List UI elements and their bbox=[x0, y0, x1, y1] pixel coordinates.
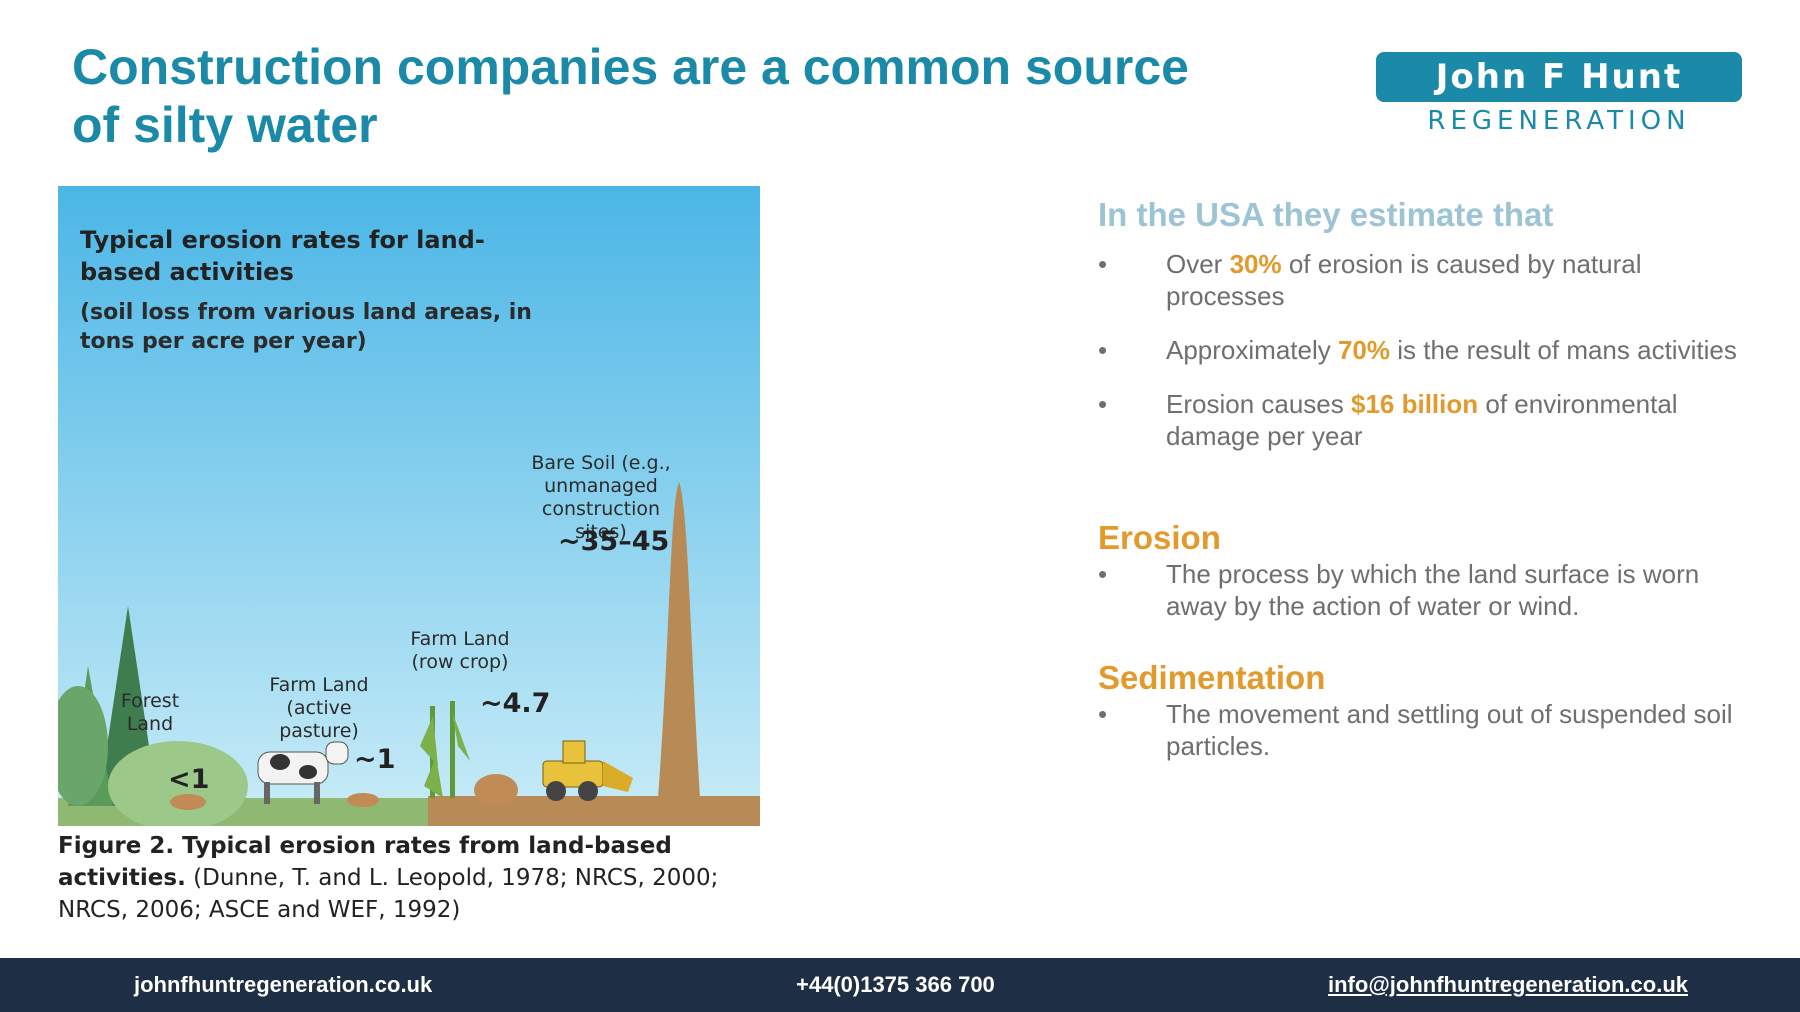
soil-mound-pasture bbox=[347, 793, 379, 807]
list-item: • Approximately 70% is the result of man… bbox=[1098, 334, 1738, 366]
sedimentation-definition: • The movement and settling out of suspe… bbox=[1098, 698, 1738, 762]
bullet-icon: • bbox=[1098, 559, 1108, 589]
highlight-value: 30% bbox=[1229, 249, 1282, 279]
figure-heading: Typical erosion rates for land-based act… bbox=[80, 226, 485, 286]
page-title: Construction companies are a common sour… bbox=[72, 39, 1189, 153]
bullet-text: is the result of mans activities bbox=[1390, 335, 1737, 365]
list-item: • Over 30% of erosion is caused by natur… bbox=[1098, 248, 1738, 312]
content-column: In the USA they estimate that • Over 30%… bbox=[1098, 196, 1738, 762]
category-label-forest: Forest Land bbox=[120, 690, 180, 735]
footer-email-link[interactable]: info@johnfhuntregeneration.co.uk bbox=[1328, 972, 1688, 997]
footer-bar: johnfhuntregeneration.co.uk +44(0)1375 3… bbox=[0, 958, 1800, 1012]
logo-subtitle: REGENERATION bbox=[1427, 106, 1691, 136]
erosion-text: The process by which the land surface is… bbox=[1166, 559, 1700, 621]
bullet-text: Approximately bbox=[1166, 335, 1338, 365]
category-value-pasture: ~1 bbox=[354, 744, 396, 775]
erosion-heading: Erosion bbox=[1098, 519, 1221, 556]
bullet-icon: • bbox=[1098, 389, 1108, 419]
forest-trees-icon bbox=[58, 606, 248, 826]
bullet-text: of environmental damage per year bbox=[1166, 389, 1678, 451]
cow-icon bbox=[257, 741, 349, 804]
intro-heading: In the USA they estimate that bbox=[1098, 196, 1554, 233]
bulldozer-icon bbox=[542, 740, 633, 801]
erosion-definition: • The process by which the land surface … bbox=[1098, 558, 1738, 622]
category-label-pasture: Farm Land (active pasture) bbox=[269, 674, 369, 742]
caption-sources: (Dunne, T. and L. Leopold, 1978; NRCS, 2… bbox=[58, 865, 719, 923]
category-value-forest: <1 bbox=[168, 764, 210, 795]
soil-mound-rowcrop bbox=[474, 774, 518, 806]
category-label-rowcrop: Farm Land (row crop) bbox=[410, 628, 510, 673]
category-value-rowcrop: ~4.7 bbox=[480, 688, 551, 719]
figure-caption: Figure 2. Typical erosion rates from lan… bbox=[58, 830, 778, 926]
footer-website-link[interactable]: johnfhuntregeneration.co.uk bbox=[134, 972, 433, 997]
bullet-icon: • bbox=[1098, 699, 1108, 729]
footer-phone: +44(0)1375 366 700 bbox=[796, 972, 995, 997]
list-item: • Erosion causes $16 billion of environm… bbox=[1098, 388, 1738, 452]
erosion-figure: Typical erosion rates for land-based act… bbox=[58, 186, 760, 826]
bullet-text: of erosion is caused by natural processe… bbox=[1166, 249, 1642, 311]
highlight-value: $16 billion bbox=[1350, 389, 1479, 419]
category-label-bare-soil: Bare Soil (e.g., unmanaged construction … bbox=[531, 452, 671, 543]
soil-mound-forest bbox=[170, 794, 206, 810]
bare-soil-ground bbox=[428, 796, 760, 826]
sky-background bbox=[58, 186, 760, 826]
sedimentation-text: The movement and settling out of suspend… bbox=[1166, 699, 1733, 761]
company-logo: John F Hunt REGENERATION bbox=[1376, 52, 1742, 136]
statistics-list: • Over 30% of erosion is caused by natur… bbox=[1098, 248, 1738, 452]
erosion-illustration bbox=[58, 186, 760, 826]
category-value-bare-soil: ~35–45 bbox=[558, 526, 670, 557]
sedimentation-heading: Sedimentation bbox=[1098, 659, 1326, 696]
highlight-value: 70% bbox=[1337, 335, 1391, 365]
bare-soil-column bbox=[658, 482, 700, 798]
bullet-icon: • bbox=[1098, 249, 1108, 279]
bullet-icon: • bbox=[1098, 335, 1108, 365]
logo-wordmark: John F Hunt bbox=[1376, 52, 1742, 102]
caption-title: Figure 2. Typical erosion rates from lan… bbox=[58, 833, 672, 891]
bullet-text: Over bbox=[1166, 249, 1230, 279]
figure-subheading: (soil loss from various land areas, in t… bbox=[80, 300, 532, 354]
bullet-text: Erosion causes bbox=[1166, 389, 1351, 419]
corn-plants-icon bbox=[420, 701, 470, 798]
